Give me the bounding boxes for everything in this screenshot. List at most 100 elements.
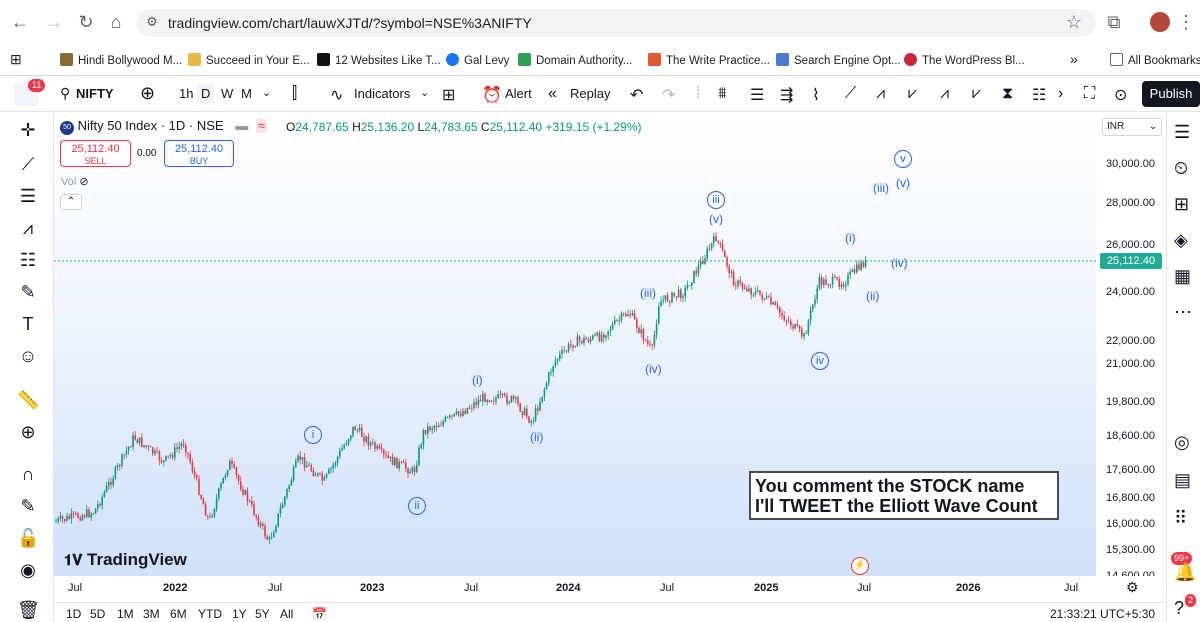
date-range-icon[interactable]: 📅 xyxy=(312,607,327,621)
collapse-legend-icon[interactable]: ⌃ xyxy=(60,194,82,210)
bookmark-8[interactable]: The WordPress Bl... xyxy=(904,53,1025,67)
wave-label[interactable]: ii xyxy=(408,497,426,515)
back-icon[interactable]: ← xyxy=(11,12,29,32)
visibility-icon[interactable]: ◉ xyxy=(20,560,36,580)
menu-icon[interactable]: ⋮ xyxy=(1177,12,1195,32)
range-1y[interactable]: 1Y xyxy=(232,607,247,621)
correction-wave-icon[interactable]: ⩗ xyxy=(908,85,918,102)
forecast-tool-icon[interactable]: ☷ xyxy=(19,250,37,270)
interval-w[interactable]: W xyxy=(221,86,234,101)
range-6m[interactable]: 6M xyxy=(170,607,187,621)
wave-label[interactable]: (ii) xyxy=(530,430,544,444)
eye-off-icon[interactable]: ⊘ xyxy=(79,176,89,188)
redo-icon[interactable]: ↷ xyxy=(662,87,676,104)
lock-icon[interactable]: 🔓 xyxy=(17,528,40,548)
price-axis[interactable]: INR ⌄ 30,000.00 28,000.00 26,000.00 24,000.0… xyxy=(1096,112,1166,582)
double-combo-icon[interactable]: ⩗ xyxy=(972,85,982,102)
wave-label[interactable]: (iii) xyxy=(873,181,889,195)
wave-label[interactable]: (v) xyxy=(709,212,723,226)
fib-tool-icon[interactable]: ☰ xyxy=(19,186,37,206)
fullscreen-icon[interactable]: ⛶ xyxy=(1084,85,1096,102)
range-1d[interactable]: 1D xyxy=(66,607,82,621)
elliott-tool-icon[interactable]: ⩩ xyxy=(718,85,727,102)
wave-style-icon[interactable]: ≈ xyxy=(255,118,267,133)
buy-button[interactable]: 25,112.40 BUY xyxy=(164,140,234,167)
publish-button[interactable]: Publish xyxy=(1142,81,1200,107)
volume-legend[interactable]: Vol ⊘ xyxy=(61,175,89,188)
wave-label[interactable]: (iii) xyxy=(640,286,656,300)
range-1m[interactable]: 1M xyxy=(117,607,134,621)
data-window-icon[interactable]: ⊞ xyxy=(1174,194,1190,214)
events-bolt-icon[interactable]: ⚡ xyxy=(851,557,869,575)
star-icon[interactable]: ☆ xyxy=(1065,12,1083,32)
bookmark-3[interactable]: 12 Websites Like T... xyxy=(317,53,441,67)
more-icon[interactable]: ⋯ xyxy=(1174,302,1192,322)
bookmark-4[interactable]: Gal Levy xyxy=(446,53,509,67)
wave-label[interactable]: (i) xyxy=(845,231,856,245)
crosshair-icon[interactable]: ✛ xyxy=(20,120,36,140)
triangle-wave-icon[interactable]: ⩘ xyxy=(940,85,950,102)
sell-button[interactable]: 25,112.40 SELL xyxy=(60,140,131,167)
symbol-search[interactable]: NIFTY xyxy=(76,86,114,101)
range-5y[interactable]: 5Y xyxy=(255,607,270,621)
alert-button[interactable]: Alert xyxy=(505,86,532,101)
impulse-wave-icon[interactable]: ⩘ xyxy=(876,85,886,102)
grid-dots-icon[interactable]: ⠿ xyxy=(1174,508,1188,528)
emoji-tool-icon[interactable]: ☺ xyxy=(18,346,38,366)
alerts-clock-icon[interactable]: ⏲ xyxy=(1174,158,1189,178)
wave-label[interactable]: (i) xyxy=(472,373,483,387)
address-bar[interactable] xyxy=(136,9,1096,37)
wave-label[interactable]: iii xyxy=(707,191,725,209)
legend-title[interactable]: 50 Nifty 50 Index · 1D · NSE ▬ ≈ xyxy=(60,118,267,135)
bookmark-7[interactable]: Search Engine Opt... xyxy=(776,53,901,67)
trash-icon[interactable]: 🗑 xyxy=(17,600,40,620)
pattern-tool-icon[interactable]: ⩘ xyxy=(22,218,34,238)
home-icon[interactable]: ⌂ xyxy=(110,12,122,32)
bookmark-6[interactable]: The Write Practice... xyxy=(648,53,770,67)
range-ytd[interactable]: YTD xyxy=(198,607,222,621)
currency-select[interactable]: INR ⌄ xyxy=(1102,118,1162,136)
layers-icon[interactable]: ◈ xyxy=(1174,230,1188,250)
compare-plus-icon[interactable]: ⊕ xyxy=(140,83,156,103)
all-bookmarks[interactable]: All Bookmarks xyxy=(1110,53,1200,67)
wave-label[interactable]: v xyxy=(894,150,912,168)
wave-label[interactable]: (ii) xyxy=(866,289,880,303)
zoom-in-icon[interactable]: ⊕ xyxy=(20,422,36,442)
more-bookmarks-icon[interactable]: » xyxy=(1070,51,1078,67)
interval-d[interactable]: D xyxy=(197,84,215,103)
indicators-button[interactable]: Indicators xyxy=(354,86,411,101)
ruler-icon[interactable]: 📏 xyxy=(17,390,40,410)
text-tool-icon[interactable]: T xyxy=(22,314,34,334)
wave-label[interactable]: i xyxy=(304,426,322,444)
notifications-icon[interactable]: 🔔 xyxy=(1174,562,1197,582)
chat-icon[interactable]: ▤ xyxy=(1174,470,1192,490)
wave-label[interactable]: (iv) xyxy=(891,256,908,270)
time-axis[interactable]: Jul 2022 Jul 2023 Jul 2024 Jul 2025 Jul 2026 Jul ⚙ xyxy=(54,576,1166,602)
channel-icon[interactable]: ⧗ xyxy=(1002,85,1014,102)
chevron-down-icon[interactable]: ⌄ xyxy=(262,87,272,99)
promo-textbox[interactable]: You comment the STOCK name I'll TWEET th… xyxy=(749,471,1059,520)
range-all[interactable]: All xyxy=(280,607,294,621)
trendline-tool-icon[interactable]: ⟋ xyxy=(21,154,35,174)
settings-gear-icon[interactable]: ⚙ xyxy=(1126,579,1139,595)
range-3m[interactable]: 3M xyxy=(143,607,160,621)
bookmark-5[interactable]: Domain Authority... xyxy=(518,53,632,67)
reload-icon[interactable]: ↻ xyxy=(78,12,94,32)
interval-1h[interactable]: 1h xyxy=(179,86,194,101)
replay-button[interactable]: Replay xyxy=(570,86,611,101)
brush-tool-icon[interactable]: ✎ xyxy=(20,282,36,302)
line-style-icon[interactable]: ▬ xyxy=(235,118,249,133)
chevron-down-icon[interactable]: ⌄ xyxy=(420,87,430,99)
help-icon[interactable]: ? xyxy=(1174,598,1185,618)
fib-retracement-icon[interactable]: ☰ xyxy=(750,87,765,104)
magnet-icon[interactable]: ∩ xyxy=(21,464,35,484)
calendar-icon[interactable]: ▦ xyxy=(1174,266,1192,286)
apps-icon[interactable]: ⊞ xyxy=(10,51,22,67)
drag-handle-icon[interactable]: ⁞ xyxy=(696,85,701,102)
wave-label[interactable]: iv xyxy=(811,352,829,370)
extensions-icon[interactable]: ⧉ xyxy=(1107,12,1121,32)
zigzag-icon[interactable]: ⌇ xyxy=(812,87,820,104)
bookmark-1[interactable]: Hindi Bollywood M... xyxy=(60,53,182,67)
layouts-icon[interactable]: ⊞ xyxy=(442,87,456,104)
profile-avatar[interactable] xyxy=(1150,12,1170,32)
